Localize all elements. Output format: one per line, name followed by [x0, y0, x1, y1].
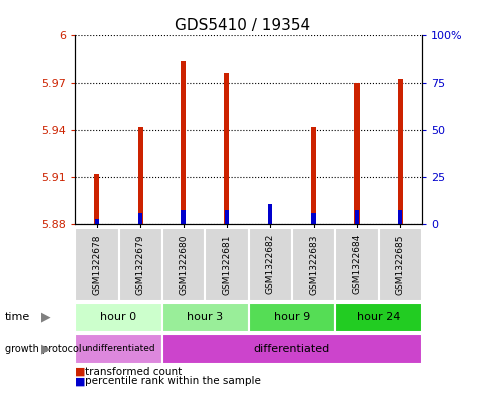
Bar: [291, 228, 334, 301]
Text: undifferentiated: undifferentiated: [81, 344, 155, 353]
Bar: [118, 228, 162, 301]
Bar: [248, 303, 334, 332]
Text: ▶: ▶: [41, 342, 51, 355]
Bar: [397, 79, 402, 224]
Bar: [224, 73, 229, 224]
Text: hour 3: hour 3: [187, 312, 223, 322]
Bar: [311, 213, 315, 224]
Text: hour 24: hour 24: [356, 312, 399, 322]
Bar: [162, 303, 248, 332]
Text: ▶: ▶: [41, 311, 51, 324]
Text: hour 0: hour 0: [100, 312, 136, 322]
Bar: [181, 61, 186, 224]
Bar: [162, 228, 205, 301]
Bar: [334, 228, 378, 301]
Text: GSM1322678: GSM1322678: [92, 234, 101, 294]
Bar: [354, 210, 358, 224]
Bar: [248, 228, 291, 301]
Bar: [162, 334, 421, 364]
Text: growth protocol: growth protocol: [5, 344, 81, 354]
Text: GSM1322684: GSM1322684: [352, 234, 361, 294]
Text: differentiated: differentiated: [253, 344, 329, 354]
Bar: [94, 174, 99, 224]
Text: GSM1322683: GSM1322683: [308, 234, 318, 294]
Bar: [378, 228, 421, 301]
Text: GSM1322685: GSM1322685: [395, 234, 404, 294]
Bar: [181, 210, 185, 224]
Text: GDS5410 / 19354: GDS5410 / 19354: [175, 18, 309, 33]
Bar: [75, 334, 162, 364]
Text: transformed count: transformed count: [85, 367, 182, 377]
Bar: [224, 210, 228, 224]
Text: GSM1322682: GSM1322682: [265, 234, 274, 294]
Bar: [75, 303, 162, 332]
Text: hour 9: hour 9: [273, 312, 309, 322]
Bar: [354, 83, 359, 224]
Bar: [137, 127, 142, 224]
Bar: [94, 219, 99, 224]
Text: GSM1322681: GSM1322681: [222, 234, 231, 294]
Text: ■: ■: [75, 376, 86, 386]
Text: GSM1322680: GSM1322680: [179, 234, 188, 294]
Bar: [268, 204, 272, 224]
Text: percentile rank within the sample: percentile rank within the sample: [85, 376, 260, 386]
Bar: [334, 303, 421, 332]
Bar: [75, 228, 118, 301]
Bar: [310, 127, 316, 224]
Text: time: time: [5, 312, 30, 322]
Text: ■: ■: [75, 367, 86, 377]
Bar: [138, 213, 142, 224]
Bar: [205, 228, 248, 301]
Bar: [397, 210, 402, 224]
Text: GSM1322679: GSM1322679: [136, 234, 144, 294]
